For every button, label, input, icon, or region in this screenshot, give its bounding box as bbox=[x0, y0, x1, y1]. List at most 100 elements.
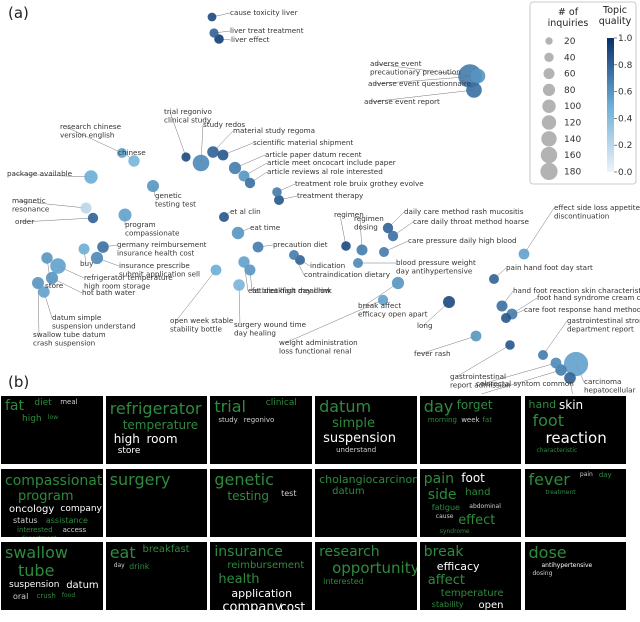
topic-point bbox=[489, 274, 499, 284]
topic-label: store bbox=[45, 281, 64, 290]
size-legend-title-1: # of bbox=[558, 7, 579, 18]
wordcloud-word: access bbox=[62, 526, 87, 534]
wordcloud-word: interested bbox=[17, 526, 53, 534]
wordcloud-word: break bbox=[423, 544, 464, 560]
topic-label: refrigerator temperature high room storag… bbox=[84, 273, 173, 290]
wordcloud-word: dose bbox=[528, 543, 567, 562]
wordcloud-word: clinical bbox=[265, 398, 297, 408]
topic-point bbox=[252, 241, 264, 253]
size-legend-label: 40 bbox=[564, 53, 576, 63]
leader-line bbox=[363, 282, 399, 307]
topic-point bbox=[217, 149, 229, 161]
wordcloud-word: simple bbox=[332, 416, 376, 431]
wordcloud-word: health bbox=[218, 572, 260, 587]
topic-point bbox=[128, 155, 140, 167]
wordcloud-word: antihypertensive bbox=[541, 562, 593, 569]
topic-point bbox=[32, 277, 44, 289]
size-legend-swatch bbox=[542, 99, 556, 113]
topic-point bbox=[78, 243, 90, 255]
topic-point bbox=[238, 256, 250, 268]
leader-line bbox=[523, 207, 555, 255]
topic-label: care pressure daily high blood bbox=[408, 236, 517, 245]
wordcloud-word: week bbox=[461, 416, 480, 424]
wordcloud-word: foot bbox=[461, 471, 485, 485]
topic-point bbox=[505, 340, 515, 350]
wordcloud-word: crush bbox=[36, 592, 56, 600]
wordcloud-word: department bbox=[21, 536, 57, 538]
wordcloud-tile: research opportunity interested bbox=[315, 542, 417, 610]
wordcloud-word: temperature bbox=[440, 588, 504, 599]
wordcloud-word: reimbursement bbox=[227, 560, 305, 571]
wordcloud-word: day bbox=[113, 562, 125, 569]
wordcloud-word: refrigerator bbox=[109, 399, 202, 418]
topic-point bbox=[564, 372, 576, 384]
wordcloud-word: surgery bbox=[109, 470, 171, 489]
topic-point bbox=[41, 252, 53, 264]
topic-label: genetic testing test bbox=[155, 191, 196, 208]
wordcloud-word: company bbox=[60, 504, 102, 514]
wordcloud-word: dosing bbox=[532, 570, 553, 577]
leader-line bbox=[369, 89, 475, 103]
colorbar-tick-label: 0.6 bbox=[618, 88, 633, 98]
wordcloud-word: swallow bbox=[5, 543, 68, 562]
leader-line bbox=[37, 282, 40, 336]
topic-point bbox=[207, 146, 219, 158]
leader-line bbox=[169, 111, 187, 158]
topic-point bbox=[377, 294, 389, 306]
topic-scatter-chart: (a) cause toxicity liver liver treat trea… bbox=[7, 1, 640, 394]
topic-label: scientific material shipment bbox=[253, 138, 353, 147]
topic-point bbox=[518, 248, 530, 260]
size-legend-label: 160 bbox=[564, 151, 581, 161]
topic-label: gastrointestinal stromaldepartment repor… bbox=[567, 316, 640, 333]
legend: # of inquiries Topic quality 20 40 60 80 100… bbox=[529, 1, 637, 185]
size-legend-label: 20 bbox=[564, 37, 576, 47]
topic-point bbox=[356, 244, 368, 256]
topic-point bbox=[244, 177, 256, 189]
size-legend-label: 60 bbox=[564, 70, 576, 80]
wordcloud-word: stability bbox=[431, 600, 464, 609]
wordcloud-tile: dose antihypertensive dosing bbox=[524, 542, 626, 610]
colorbar-tick-label: 0.8 bbox=[618, 61, 633, 71]
wordcloud-word: trial bbox=[214, 397, 246, 416]
panel-label-a: (a) bbox=[8, 4, 29, 22]
leader-line bbox=[455, 344, 511, 378]
topic-point bbox=[341, 241, 351, 251]
wordcloud-word: insurance bbox=[214, 544, 283, 560]
topic-point bbox=[231, 226, 245, 240]
size-legend-swatch bbox=[541, 131, 557, 147]
topic-label: eat time bbox=[250, 223, 281, 232]
wordcloud-word: testing bbox=[227, 489, 269, 503]
size-legend-swatch bbox=[542, 83, 556, 96]
colorbar-ticks: 1.0 0.8 0.6 0.4 0.2 0.0 bbox=[614, 34, 633, 178]
size-legend-label: 100 bbox=[564, 102, 581, 112]
topic-label: article paper datum recent bbox=[265, 150, 362, 159]
colorbar-tick-label: 0.0 bbox=[618, 168, 633, 178]
wordcloud-tile: fat diet meal high low bbox=[1, 396, 103, 464]
wordcloud-word: understand bbox=[336, 446, 377, 454]
wordcloud-word: cause bbox=[435, 513, 454, 520]
topic-label: weight administration loss functional ren… bbox=[279, 338, 358, 355]
topic-point bbox=[496, 300, 508, 312]
wordcloud-word: fat bbox=[5, 398, 24, 414]
topic-point bbox=[238, 170, 250, 182]
wordcloud-word: genetic bbox=[214, 470, 274, 489]
topic-label: hot bath water bbox=[82, 288, 135, 297]
topic-label: material study regoma bbox=[233, 126, 315, 135]
topic-point bbox=[118, 208, 132, 222]
topic-point bbox=[353, 258, 363, 268]
colorbar-tick-label: 0.2 bbox=[618, 141, 632, 151]
wordcloud-word: store bbox=[117, 446, 141, 456]
topic-point bbox=[80, 202, 92, 214]
topic-label: fever rash bbox=[414, 349, 451, 358]
topic-point bbox=[466, 82, 482, 98]
wordcloud-tile: eat breakfast day drink bbox=[105, 542, 208, 610]
topic-point bbox=[228, 161, 242, 175]
topic-point bbox=[210, 264, 222, 276]
topic-label: trial regonivo clinical study bbox=[164, 107, 212, 124]
topic-label: magnetic resonance bbox=[12, 196, 50, 213]
wordcloud-word: forget bbox=[456, 398, 493, 412]
wordcloud-word: open bbox=[478, 600, 504, 611]
topic-point bbox=[38, 286, 50, 298]
size-legend: 20 40 60 80 100 120 140 160 180 bbox=[540, 37, 581, 180]
